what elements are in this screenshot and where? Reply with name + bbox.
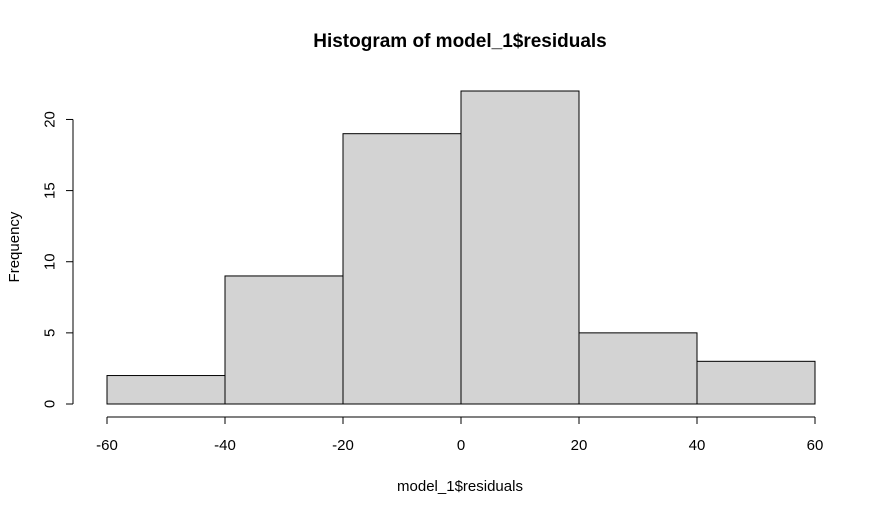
histogram-bar (578, 332, 698, 405)
histogram-bars (106, 90, 816, 405)
chart-title: Histogram of model_1$residuals (313, 31, 607, 52)
histogram-bar (460, 90, 580, 405)
y-tick-label: 20 (42, 111, 59, 128)
y-axis: 0 5 10 15 20 (42, 111, 74, 408)
x-axis: -60 -40 -20 0 20 40 60 (96, 416, 824, 454)
histogram-bar (224, 275, 344, 405)
histogram-bar (696, 360, 816, 405)
x-axis-label: model_1$residuals (397, 478, 523, 495)
x-tick-label: -20 (332, 437, 354, 454)
x-tick-label: 60 (807, 437, 824, 454)
y-tick-label: 15 (42, 182, 59, 199)
y-tick-label: 10 (42, 253, 59, 270)
x-tick-label: 20 (571, 437, 588, 454)
histogram-bar (106, 375, 226, 405)
x-tick-label: 40 (689, 437, 706, 454)
x-tick-label: -60 (96, 437, 118, 454)
y-tick-label: 5 (42, 329, 59, 337)
histogram-bar (342, 133, 462, 405)
x-tick-label: 0 (457, 437, 465, 454)
y-tick-label: 0 (42, 400, 59, 408)
x-tick-label: -40 (214, 437, 236, 454)
y-axis-label: Frequency (6, 211, 23, 282)
